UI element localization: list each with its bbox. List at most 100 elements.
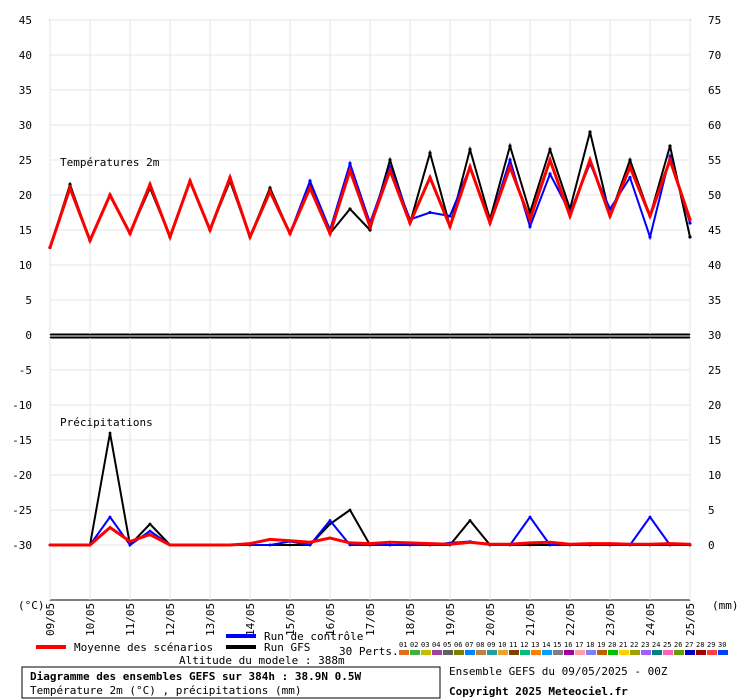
right-axis-unit: (mm) <box>712 599 739 612</box>
precip-point <box>128 543 132 547</box>
temp-point <box>288 231 292 236</box>
temp-point <box>368 224 372 229</box>
precip-point <box>648 515 652 519</box>
temp-point <box>508 165 512 169</box>
temp-point <box>128 231 132 236</box>
precip-point <box>288 543 292 547</box>
precip-point <box>608 542 612 545</box>
left-tick-label: 5 <box>25 294 32 307</box>
right-tick-label: 20 <box>708 399 721 412</box>
temp-point <box>608 214 612 218</box>
precip-point <box>508 542 512 546</box>
left-axis-ticks: 45 40 35 30 25 20 15 10 5 0 -5 -10 -15 -20 -25 -30 <box>12 14 32 552</box>
precip-point <box>68 543 72 547</box>
x-tick-label: 16/05 <box>324 603 337 636</box>
pert-swatch <box>652 650 662 655</box>
precip-point <box>268 538 272 541</box>
right-tick-label: 70 <box>708 49 721 62</box>
temp-point <box>628 165 632 169</box>
x-tick-label: 17/05 <box>364 603 377 636</box>
pert-number: 29 <box>707 641 715 649</box>
temp-point <box>428 175 432 180</box>
right-tick-label: 50 <box>708 189 721 202</box>
pert-number: 25 <box>663 641 671 649</box>
left-tick-label: 40 <box>19 49 32 62</box>
pert-swatch <box>421 650 431 655</box>
x-axis-ticks: 09/05 10/05 11/05 12/05 13/05 14/05 15/05 16/05… <box>44 603 697 636</box>
pert-swatch <box>443 650 453 655</box>
pert-swatch <box>663 650 673 655</box>
precip-point <box>148 533 152 536</box>
pert-swatch <box>542 650 552 655</box>
temp-point <box>528 224 532 229</box>
temp-point <box>188 179 192 183</box>
precip-point <box>328 536 332 540</box>
temperature-panel-label: Températures 2m <box>60 156 160 169</box>
precip-point <box>488 542 492 546</box>
temp-point <box>228 175 232 180</box>
precip-point <box>248 542 252 545</box>
left-tick-label: -15 <box>12 434 32 447</box>
temp-point <box>688 217 692 222</box>
precip-point <box>528 515 532 519</box>
right-tick-label: 0 <box>708 539 715 552</box>
right-tick-label: 15 <box>708 434 721 447</box>
pert-number: 12 <box>520 641 528 649</box>
right-tick-label: 55 <box>708 154 721 167</box>
precip-point <box>588 542 592 545</box>
precip-point <box>448 542 452 546</box>
precipitation-series <box>48 431 692 548</box>
precip-point <box>108 431 112 435</box>
right-tick-label: 75 <box>708 14 721 27</box>
pert-number: 13 <box>531 641 539 649</box>
left-axis-unit: (°C) <box>18 599 45 612</box>
right-tick-label: 30 <box>708 329 721 342</box>
precip-point <box>388 543 392 547</box>
temp-point <box>148 182 152 187</box>
left-tick-label: -30 <box>12 539 32 552</box>
legend-perts-label: 30 Perts. <box>339 645 399 658</box>
temp-point <box>388 168 392 173</box>
precip-point <box>348 508 352 512</box>
x-tick-label: 15/05 <box>284 603 297 636</box>
temp-point <box>688 235 692 239</box>
pert-swatch <box>586 650 596 655</box>
temp-point <box>628 158 632 162</box>
pert-swatch <box>454 650 464 655</box>
temp-point <box>588 158 592 162</box>
precip-point <box>468 519 472 522</box>
temp-point <box>628 175 632 180</box>
temp-point <box>348 207 352 211</box>
precip-point <box>308 540 312 544</box>
temp-point <box>468 147 472 152</box>
precip-point <box>368 542 372 545</box>
temp-point <box>408 221 412 225</box>
precip-point <box>688 542 692 546</box>
pert-number: 17 <box>575 641 583 649</box>
pert-number: 28 <box>696 641 704 649</box>
x-tick-label: 23/05 <box>604 603 617 636</box>
precipitation-gridlines <box>49 338 691 600</box>
precip-point <box>48 543 52 547</box>
right-tick-label: 45 <box>708 224 721 237</box>
precip-point <box>388 540 392 544</box>
pert-swatch <box>707 650 717 655</box>
precipitation-panel-label: Précipitations <box>60 416 153 429</box>
pert-number: 03 <box>421 641 429 649</box>
pert-number: 05 <box>443 641 451 649</box>
precip-point <box>548 543 552 547</box>
temp-point <box>308 179 312 183</box>
x-tick-label: 14/05 <box>244 603 257 636</box>
temperature-series <box>48 130 692 250</box>
temp-point <box>348 161 352 166</box>
left-tick-label: 25 <box>19 154 32 167</box>
left-tick-label: 30 <box>19 119 32 132</box>
pert-swatch <box>564 650 574 655</box>
run-info: Ensemble GEFS du 09/05/2025 - 00Z <box>449 665 668 678</box>
pert-swatch <box>685 650 695 655</box>
precip-point <box>128 540 132 543</box>
title-box <box>21 666 441 699</box>
pert-swatch <box>674 650 684 655</box>
right-tick-label: 40 <box>708 259 721 272</box>
